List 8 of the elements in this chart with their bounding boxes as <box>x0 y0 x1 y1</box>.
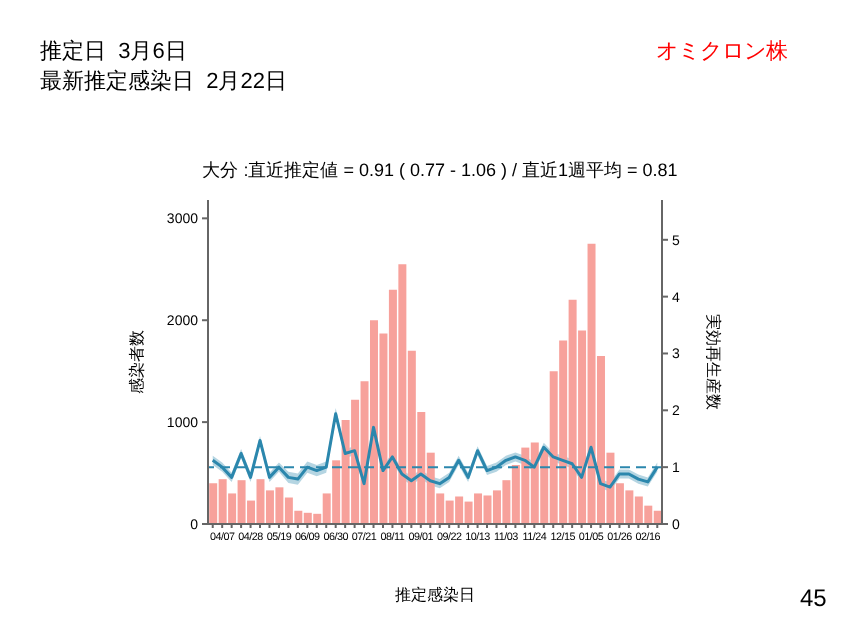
y-axis-title: 感染者数 <box>127 330 146 394</box>
note: オミクロン株 <box>656 38 788 66</box>
x-axis-title: 推定感染日 <box>395 586 475 604</box>
note: 最新推定感染日 2月22日 <box>40 67 287 96</box>
note: 45 <box>800 584 827 612</box>
y2-axis-title: 実効再生産数 <box>704 314 723 410</box>
note: 推定日 3月6日 <box>40 37 187 66</box>
chart-title: 大分 :直近推定値 = 0.91 ( 0.77 - 1.06 ) / 直近1週平均 = 0.81 <box>200 158 680 184</box>
